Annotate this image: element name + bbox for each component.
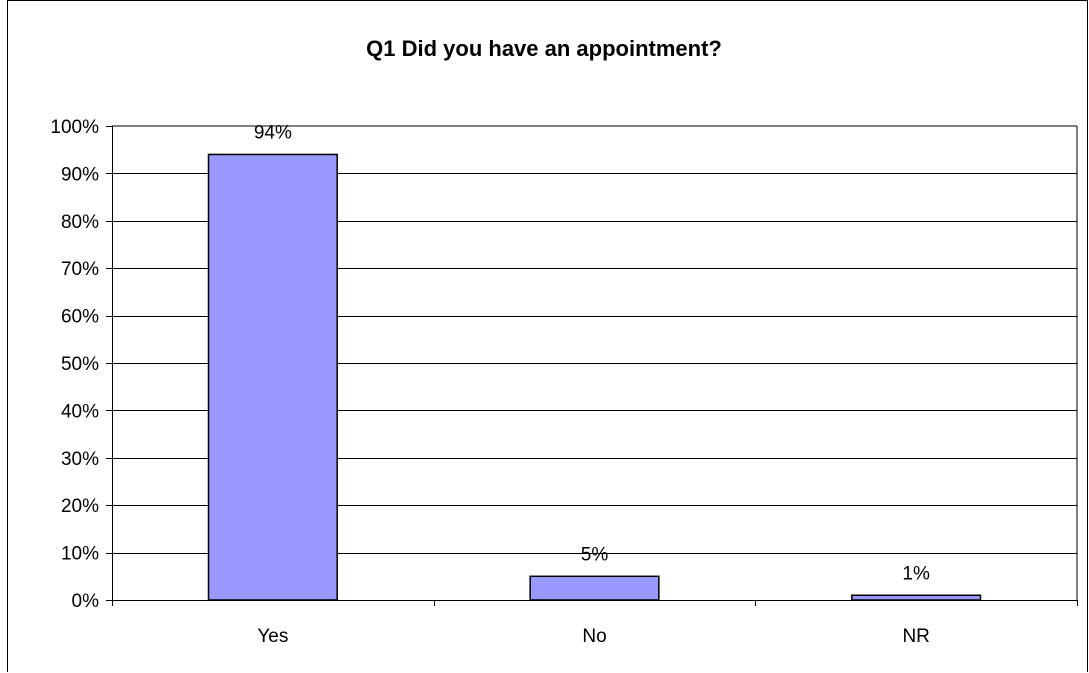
chart-title: Q1 Did you have an appointment?: [366, 36, 722, 61]
y-tick-label: 0%: [72, 591, 100, 612]
y-tick-label: 20%: [61, 496, 99, 517]
y-tick-label: 40%: [61, 401, 99, 422]
y-tick-label: 60%: [61, 307, 99, 328]
bar-yes: [207, 153, 338, 601]
data-label: 5%: [581, 544, 609, 565]
data-label: 94%: [254, 122, 292, 143]
y-tick-label: 70%: [61, 259, 99, 280]
y-tick-label: 100%: [50, 117, 99, 138]
axes: 0% 10% 20% 30% 40% 50% 60% 70% 80% 90% 100% Yes No NR: [50, 117, 1078, 647]
y-tick-label: 90%: [61, 164, 99, 185]
y-tick-label: 10%: [61, 544, 99, 565]
chart-frame: [7, 0, 1088, 672]
x-tick-label: NR: [902, 626, 929, 647]
x-tick-label: No: [582, 626, 606, 647]
data-label: 1%: [902, 563, 930, 584]
data-labels: 94% 5% 1%: [254, 122, 930, 584]
x-tick-label: Yes: [257, 626, 288, 647]
bar-no: [529, 575, 660, 601]
y-tick-label: 30%: [61, 449, 99, 470]
y-tick-label: 80%: [61, 212, 99, 233]
bar-nr: [851, 594, 982, 601]
bars: [207, 153, 982, 601]
y-tick-label: 50%: [61, 354, 99, 375]
